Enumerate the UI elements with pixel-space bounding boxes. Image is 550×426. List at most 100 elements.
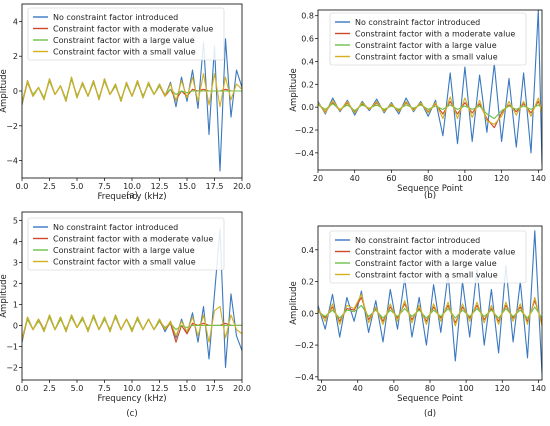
legend-label: No constraint factor introduced	[53, 223, 178, 232]
y-tick-label: 0.8	[301, 12, 314, 21]
x-tick-label: 10.0	[123, 182, 141, 191]
legend-label: Constraint factor with a moderate value	[53, 25, 213, 34]
x-tick-label: 60	[389, 384, 399, 393]
legend-label: Constraint factor with a moderate value	[53, 235, 213, 244]
x-tick-label: 15.0	[178, 182, 196, 191]
legend-label: Constraint factor with a small value	[53, 258, 196, 267]
y-tick-label: 4	[13, 237, 18, 246]
series-line-small	[22, 73, 242, 108]
series-line-small	[318, 293, 542, 327]
y-tick-label: −2	[6, 363, 18, 372]
x-tick-label: 140	[531, 174, 546, 183]
series-line-small	[22, 305, 242, 343]
legend-label: Constraint factor with a small value	[355, 53, 498, 62]
chart-panel-2: 20 40 60 80 100 120 140 −0.4 −0.2 0.0 0.2 0.4 0.6 0.8…	[289, 9, 546, 201]
y-axis-label: Amplitude	[289, 68, 299, 112]
series-line-small	[318, 96, 542, 125]
y-tick-label: 0.4	[301, 246, 314, 255]
legend-label: Constraint factor with a large value	[53, 246, 195, 255]
x-tick-label: 20.0	[233, 182, 251, 191]
legend-label: Constraint factor with a large value	[355, 259, 497, 268]
x-tick-label: 80	[423, 174, 433, 183]
x-tick-label: 120	[494, 174, 509, 183]
x-tick-label: 40	[350, 174, 360, 183]
legend: No constraint factor introduced Constrain…	[329, 230, 527, 284]
x-tick-label: 10.0	[123, 384, 141, 393]
x-tick-label: 2.5	[43, 182, 56, 191]
x-tick-label: 7.5	[98, 182, 111, 191]
x-tick-label: 5.0	[71, 384, 84, 393]
y-tick-label: 0.6	[301, 35, 314, 44]
legend: No constraint factor introduced Constrain…	[329, 12, 527, 66]
y-axis-label: Amplitude	[289, 281, 299, 325]
x-tick-label: 0.0	[16, 384, 29, 393]
y-tick-label: −0.2	[295, 126, 314, 135]
panel-caption: (c)	[126, 409, 137, 419]
plot-frame	[317, 9, 543, 171]
x-tick-label: 100	[458, 384, 473, 393]
legend-box	[27, 7, 225, 61]
legend-label: No constraint factor introduced	[53, 13, 178, 22]
x-tick-label: 7.5	[98, 384, 111, 393]
y-tick-label: 0.2	[301, 80, 314, 89]
legend-box	[329, 230, 527, 284]
y-tick-label: 4	[13, 17, 18, 26]
x-tick-label: 60	[386, 174, 396, 183]
x-axis-label: Sequence Point	[397, 184, 463, 194]
x-tick-label: 17.5	[206, 182, 224, 191]
x-tick-label: 140	[531, 384, 546, 393]
y-tick-label: 0.0	[301, 103, 314, 112]
legend: No constraint factor introduced Constrain…	[27, 7, 225, 61]
y-tick-label: 0.4	[301, 57, 314, 66]
legend-box	[329, 12, 527, 66]
y-tick-label: 0.0	[301, 309, 314, 318]
legend-label: Constraint factor with a moderate value	[355, 30, 515, 39]
x-axis-label: Sequence Point	[397, 394, 463, 404]
x-tick-label: 17.5	[206, 384, 224, 393]
x-tick-label: 120	[495, 384, 510, 393]
legend-label: Constraint factor with a large value	[355, 41, 497, 50]
x-tick-label: 20	[317, 384, 327, 393]
legend-label: Constraint factor with a small value	[355, 271, 498, 280]
chart-panel-1: 0.0 2.5 5.0 7.5 10.0 12.5 15.0 17.5 20.0 −4 −2 0 2 4 F…	[0, 3, 251, 202]
legend-label: No constraint factor introduced	[355, 18, 480, 27]
legend-label: Constraint factor with a small value	[53, 48, 196, 57]
x-tick-label: 12.5	[151, 384, 169, 393]
x-tick-label: 15.0	[178, 384, 196, 393]
y-tick-label: 2	[13, 52, 18, 61]
y-axis-label: Amplitude	[0, 69, 9, 113]
y-tick-label: −0.4	[295, 373, 314, 382]
y-tick-label: −0.2	[295, 341, 314, 350]
chart-panel-4: 20 40 60 80 100 120 140 −0.4 −0.2 0.0 0.2 0.4 Sequen…	[289, 225, 546, 419]
legend-label: Constraint factor with a large value	[53, 36, 195, 45]
panel-caption: (b)	[424, 191, 436, 201]
y-tick-label: −0.4	[295, 149, 314, 158]
y-tick-label: 3	[13, 258, 18, 267]
series-line-moderate	[318, 100, 542, 129]
x-axis-label: Frequency (kHz)	[97, 394, 166, 404]
series-group	[22, 38, 242, 172]
x-tick-label: 100	[457, 174, 472, 183]
legend-label: No constraint factor introduced	[355, 236, 480, 245]
y-tick-label: 0	[13, 87, 18, 96]
y-axis-label: Amplitude	[0, 274, 9, 318]
series-line-large	[22, 78, 242, 102]
y-tick-label: 0.2	[301, 278, 314, 287]
x-axis-label: Frequency (kHz)	[97, 192, 166, 202]
y-tick-label: −1	[6, 342, 18, 351]
legend: No constraint factor introduced Constrain…	[27, 217, 225, 271]
x-tick-label: 5.0	[71, 182, 84, 191]
y-tick-label: 5	[13, 216, 18, 225]
y-tick-label: 2	[13, 279, 18, 288]
y-tick-label: −4	[6, 157, 18, 166]
panel-caption: (d)	[424, 409, 436, 419]
legend-label: Constraint factor with a moderate value	[355, 248, 515, 257]
series-group	[22, 228, 242, 368]
y-tick-label: −2	[6, 122, 18, 131]
y-tick-label: 0	[13, 321, 18, 330]
x-tick-label: 20	[313, 174, 323, 183]
x-tick-label: 40	[353, 384, 363, 393]
x-tick-label: 0.0	[16, 182, 29, 191]
series-group	[318, 10, 542, 165]
